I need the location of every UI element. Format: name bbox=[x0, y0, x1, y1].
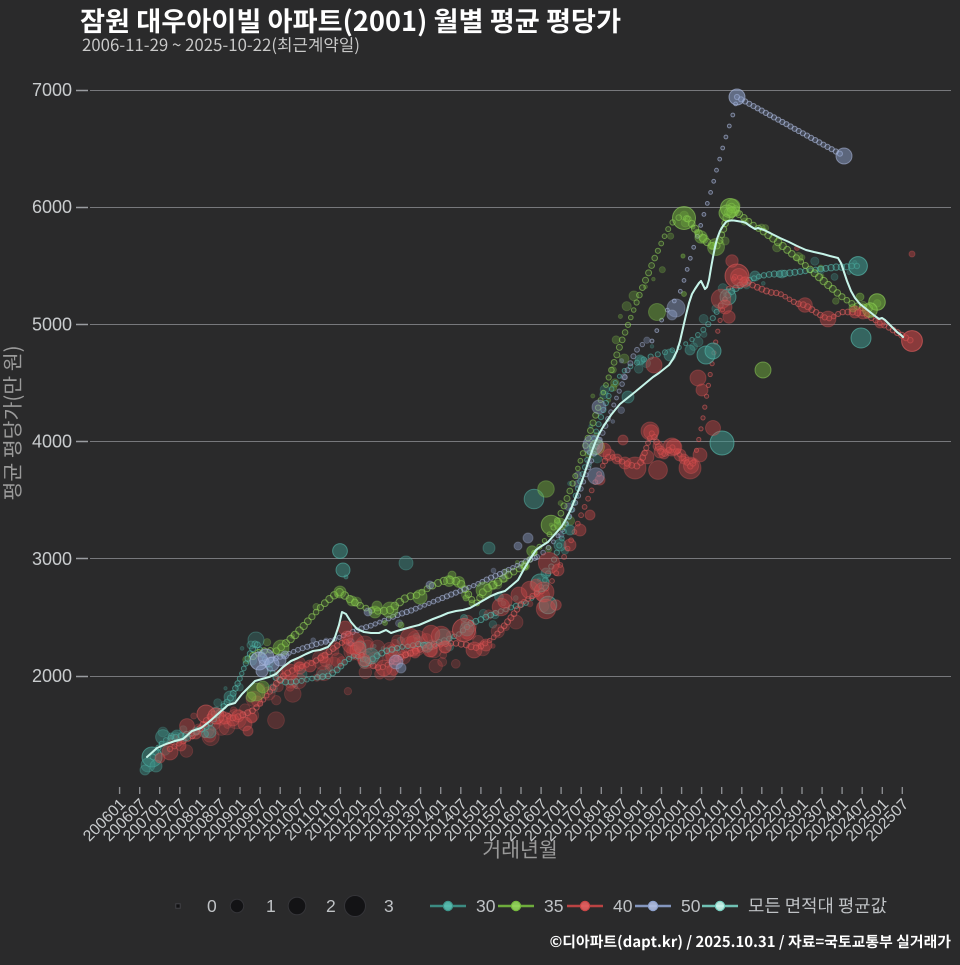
svg-text:40: 40 bbox=[613, 896, 633, 916]
svg-text:2000: 2000 bbox=[32, 666, 72, 686]
svg-text:7000: 7000 bbox=[32, 80, 72, 100]
svg-text:3000: 3000 bbox=[32, 549, 72, 569]
svg-text:6000: 6000 bbox=[32, 197, 72, 217]
svg-text:35: 35 bbox=[544, 896, 563, 916]
svg-text:0: 0 bbox=[207, 896, 217, 916]
svg-text:1: 1 bbox=[266, 896, 276, 916]
svg-text:3: 3 bbox=[384, 896, 394, 916]
svg-text:2: 2 bbox=[326, 896, 336, 916]
svg-text:30: 30 bbox=[476, 896, 496, 916]
svg-text:4000: 4000 bbox=[32, 432, 72, 452]
svg-text:50: 50 bbox=[681, 896, 701, 916]
svg-text:5000: 5000 bbox=[32, 314, 72, 334]
